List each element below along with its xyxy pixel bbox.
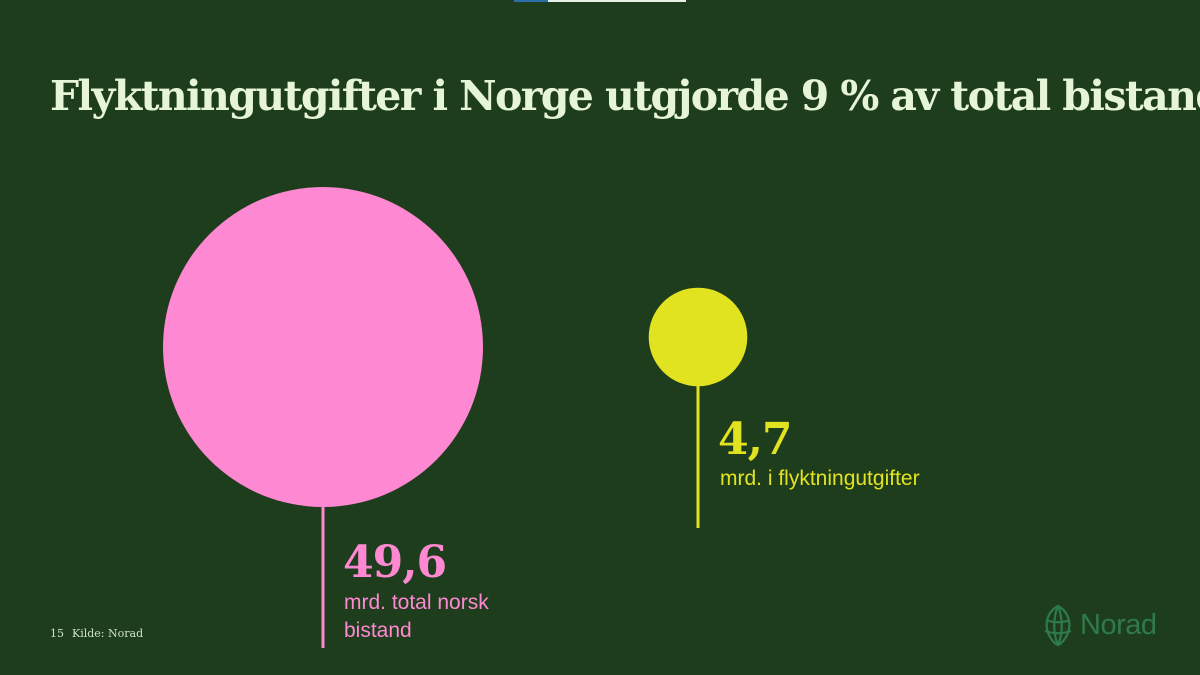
refugee-costs-caption: mrd. i flyktningutgifter — [720, 467, 920, 490]
norad-logo: Norad — [1042, 604, 1157, 646]
total-aid-caption-line-1: mrd. total norsk — [344, 591, 489, 614]
total-aid-bubble — [163, 187, 483, 507]
refugee-costs-value-label: 4,7 — [718, 414, 792, 465]
refugee-costs-bubble — [648, 287, 748, 387]
top-slide-strip — [514, 0, 686, 2]
total-aid-caption-line-2: bistand — [344, 619, 412, 642]
page-title: Flyktningutgifter i Norge utgjorde 9 % a… — [50, 72, 1200, 120]
page-number: 15 — [50, 627, 64, 640]
globe-leaf-icon — [1044, 604, 1072, 646]
logo-text: Norad — [1080, 608, 1157, 641]
source-note: Kilde: Norad — [72, 627, 144, 640]
total-aid-value-label: 49,6 — [343, 537, 446, 588]
